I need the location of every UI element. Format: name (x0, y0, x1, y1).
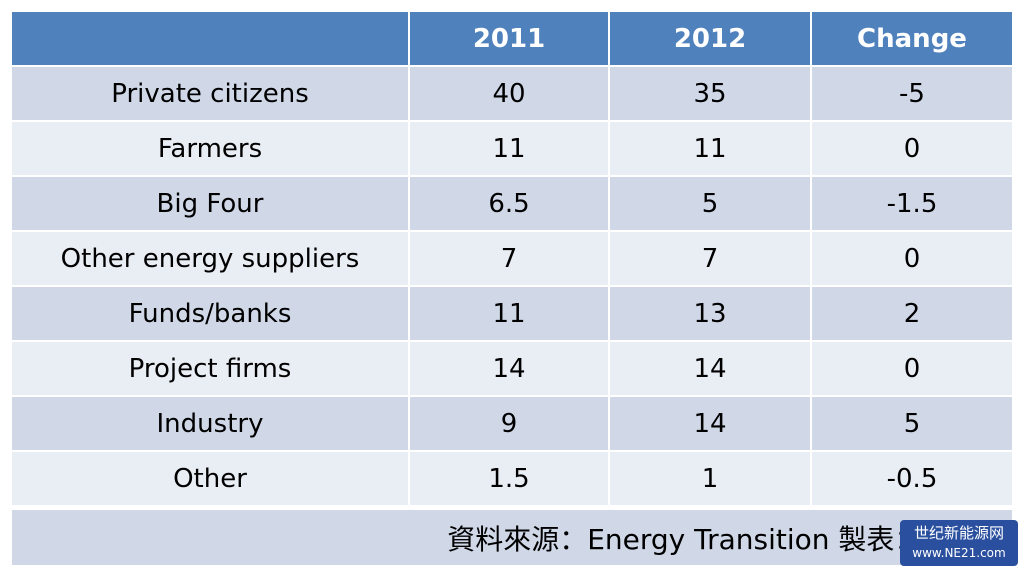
value-cell: 9 (410, 397, 608, 450)
table-row: Funds/banks 11 13 2 (12, 287, 1012, 340)
value-cell: 0 (812, 342, 1012, 395)
value-cell: 5 (610, 177, 810, 230)
table-row: Project firms 14 14 0 (12, 342, 1012, 395)
value-cell: 14 (410, 342, 608, 395)
value-cell: -5 (812, 67, 1012, 120)
value-cell: 1 (610, 452, 810, 505)
value-cell: 5 (812, 397, 1012, 450)
footer: 資料來源：Energy Transition 製表：Te (12, 510, 1012, 565)
row-label: Funds/banks (12, 287, 408, 340)
header-cell: 2012 (610, 12, 810, 65)
header-cell: 2011 (410, 12, 608, 65)
value-cell: 7 (610, 232, 810, 285)
watermark: 世纪新能源网 www.NE21.com (900, 520, 1018, 566)
value-cell: 35 (610, 67, 810, 120)
value-cell: 7 (410, 232, 608, 285)
value-cell: 14 (610, 397, 810, 450)
value-cell: 40 (410, 67, 608, 120)
value-cell: 11 (410, 122, 608, 175)
source-note: 資料來源：Energy Transition 製表：Te (447, 522, 952, 556)
row-label: Farmers (12, 122, 408, 175)
table-row: Farmers 11 11 0 (12, 122, 1012, 175)
table-row: Other 1.5 1 -0.5 (12, 452, 1012, 505)
value-cell: 11 (410, 287, 608, 340)
table-row: Big Four 6.5 5 -1.5 (12, 177, 1012, 230)
row-label: Other energy suppliers (12, 232, 408, 285)
value-cell: 14 (610, 342, 810, 395)
row-label: Other (12, 452, 408, 505)
value-cell: 13 (610, 287, 810, 340)
value-cell: 1.5 (410, 452, 608, 505)
value-cell: 11 (610, 122, 810, 175)
row-label: Project firms (12, 342, 408, 395)
watermark-name: 世纪新能源网 (913, 524, 1004, 542)
row-label: Private citizens (12, 67, 408, 120)
table-row: Private citizens 40 35 -5 (12, 67, 1012, 120)
table-row: Other energy suppliers 7 7 0 (12, 232, 1012, 285)
value-cell: 0 (812, 232, 1012, 285)
table-row: Industry 9 14 5 (12, 397, 1012, 450)
value-cell: 6.5 (410, 177, 608, 230)
table: 2011 2012 Change Private citizens 40 35 -5 Farm… (12, 12, 1012, 507)
header-cell: Change (812, 12, 1012, 65)
row-label: Industry (12, 397, 408, 450)
watermark-url: www.NE21.com (912, 546, 1006, 560)
value-cell: 0 (812, 122, 1012, 175)
header-row: 2011 2012 Change (12, 12, 1012, 65)
row-label: Big Four (12, 177, 408, 230)
value-cell: -0.5 (812, 452, 1012, 505)
value-cell: 2 (812, 287, 1012, 340)
value-cell: -1.5 (812, 177, 1012, 230)
header-cell (12, 12, 408, 65)
